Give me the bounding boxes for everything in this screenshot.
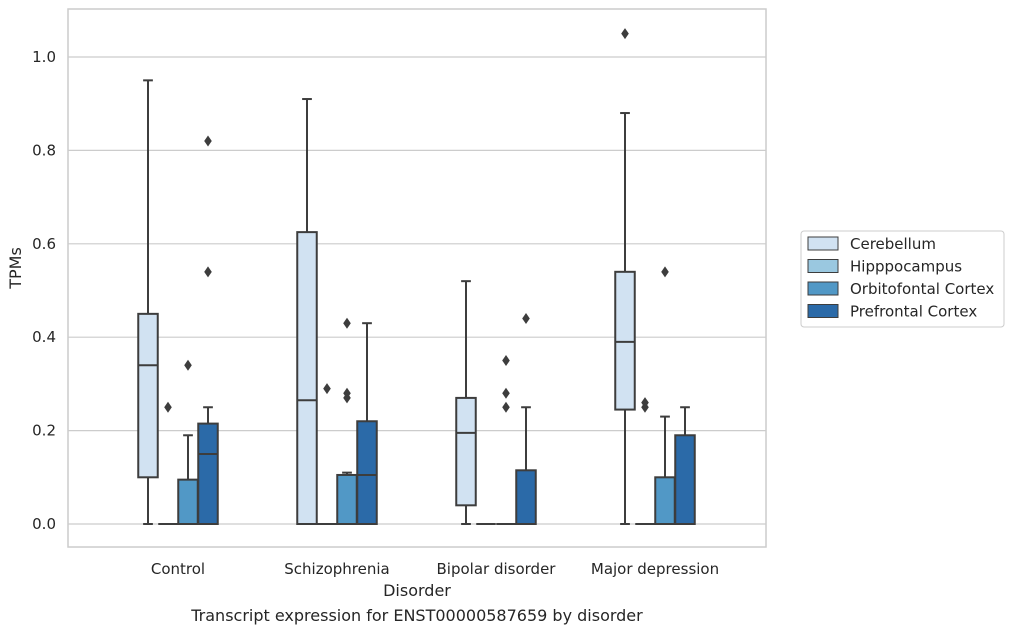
box-iqr (336, 473, 358, 525)
box-1-0 (296, 98, 318, 525)
box-iqr (455, 396, 477, 507)
box-1-1 (317, 383, 337, 525)
x-axis-label: Disorder (383, 581, 451, 600)
box-0-0 (137, 79, 159, 525)
x-tick-label: Bipolar disorder (437, 560, 557, 578)
legend-swatch (807, 236, 839, 251)
outlier-point (184, 359, 192, 371)
box-3-1 (635, 397, 655, 525)
outlier-point (204, 135, 212, 147)
outlier-point (641, 397, 649, 409)
box-iqr (197, 422, 219, 525)
legend-label: Cerebellum (850, 235, 936, 253)
grid-layer (68, 56, 766, 525)
box-2-0 (455, 280, 477, 525)
box-1-3 (356, 322, 378, 526)
legend-label: Prefrontal Cortex (850, 303, 977, 321)
y-axis-label: TPMs (6, 247, 25, 290)
legend: Cerebellum Hipppocampus Orbitofontal Corte… (800, 230, 1005, 328)
box-3-0 (614, 28, 636, 525)
outlier-point (343, 317, 351, 329)
y-tick-label: 0.8 (32, 141, 56, 159)
outlier-point (502, 401, 510, 413)
y-tick-label: 0.6 (32, 235, 56, 253)
y-tick-label: 0.0 (32, 515, 56, 533)
outlier-point (621, 28, 629, 40)
y-tick-label: 0.2 (32, 422, 56, 440)
x-tick-label: Control (151, 560, 205, 578)
box-2-2 (496, 355, 516, 525)
box-iqr (356, 420, 378, 526)
legend-frame (800, 230, 1005, 328)
box-iqr (674, 434, 696, 525)
box-iqr (137, 312, 159, 479)
outlier-point (502, 355, 510, 367)
legend-swatch (807, 304, 839, 318)
outlier-point (164, 401, 172, 413)
x-tick-label: Schizophrenia (284, 560, 389, 578)
outlier-point (204, 266, 212, 278)
outlier-point (522, 313, 530, 325)
box-0-1 (158, 401, 178, 525)
box-1-2 (336, 317, 358, 525)
x-tick-label: Major depression (591, 560, 719, 578)
figure-caption: Transcript expression for ENST0000058765… (191, 606, 643, 625)
legend-label: Orbitofontal Cortex (850, 280, 994, 298)
outlier-point (343, 387, 351, 399)
plot-frame (67, 8, 767, 548)
box-iqr (177, 478, 199, 526)
tick-layer: 0.0 0.2 0.4 0.6 0.8 1.0 Control Schizophrenia Bi… (32, 48, 719, 578)
box-layer (137, 28, 696, 526)
box-0-3 (197, 135, 219, 525)
legend-swatch (807, 281, 839, 296)
legend-label: Hipppocampus (850, 258, 962, 276)
y-tick-label: 0.4 (32, 328, 56, 346)
box-2-3 (515, 313, 537, 526)
legend-swatch (807, 259, 839, 273)
y-tick-label: 1.0 (32, 48, 56, 66)
box-iqr (654, 476, 676, 525)
box-3-3 (674, 406, 696, 525)
box-iqr (614, 270, 636, 411)
outlier-point (502, 387, 510, 399)
outlier-point (323, 383, 331, 395)
box-iqr (515, 469, 537, 526)
box-3-2 (654, 266, 676, 525)
box-0-2 (177, 359, 199, 526)
outlier-point (661, 266, 669, 278)
box-iqr (296, 231, 318, 525)
